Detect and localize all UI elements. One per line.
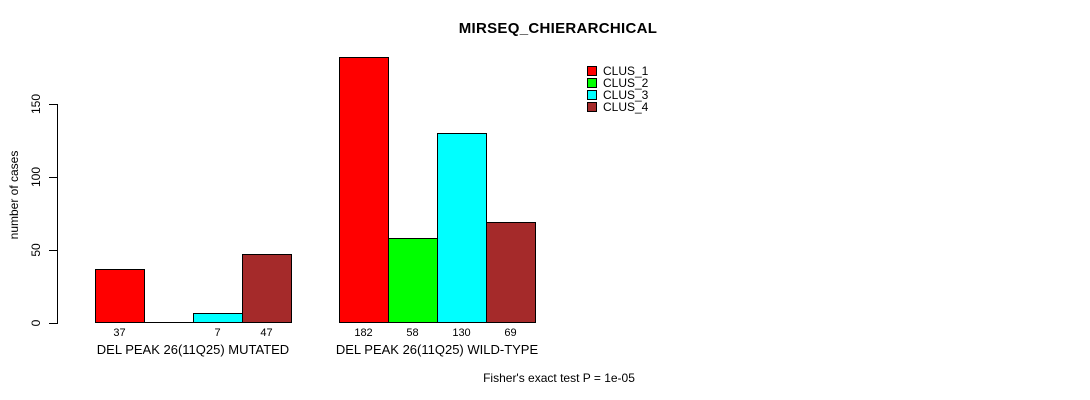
- bar-clus_1-group2: [339, 57, 389, 323]
- category-label: DEL PEAK 26(11Q25) WILD-TYPE: [335, 342, 539, 357]
- bar-value-label: 182: [354, 327, 373, 339]
- legend-row: CLUS_1: [587, 65, 648, 77]
- annotation-text: Fisher's exact test P = 1e-05: [483, 371, 635, 385]
- bar-clus_3-group1: [193, 313, 243, 323]
- y-tick-label: 100: [29, 166, 43, 188]
- bar-value-label: 47: [260, 327, 273, 339]
- bar-clus_2-group2: [388, 238, 438, 323]
- legend-row: CLUS_2: [587, 77, 648, 89]
- y-tick-mark: [49, 104, 57, 105]
- legend-label: CLUS_1: [603, 64, 649, 78]
- y-tick-mark: [49, 177, 57, 178]
- legend-row: CLUS_4: [587, 101, 648, 113]
- bar-value-label: 58: [406, 327, 419, 339]
- legend-label: CLUS_4: [603, 100, 649, 114]
- category-label: DEL PEAK 26(11Q25) MUTATED: [96, 342, 290, 357]
- legend-swatch-clus_3: [587, 90, 597, 100]
- bar-clus_3-group2: [437, 133, 487, 323]
- y-axis-label: number of cases: [7, 150, 21, 240]
- bar-clus_4-group1: [242, 254, 292, 323]
- bar-clus_4-group2: [486, 222, 536, 323]
- chart-title: MIRSEQ_CHIERARCHICAL: [458, 20, 658, 37]
- legend-label: CLUS_3: [603, 88, 649, 102]
- y-axis-line: [57, 104, 58, 324]
- y-tick-label: 0: [29, 319, 43, 327]
- bar-value-label: 7: [214, 327, 221, 339]
- y-tick-mark: [49, 250, 57, 251]
- legend-label: CLUS_2: [603, 76, 649, 90]
- legend-swatch-clus_1: [587, 66, 597, 76]
- y-tick-mark: [49, 323, 57, 324]
- legend-row: CLUS_3: [587, 89, 648, 101]
- bar-value-label: 69: [504, 327, 517, 339]
- y-tick-label: 50: [29, 243, 43, 257]
- bar-value-label: 130: [452, 327, 471, 339]
- bar-clus_1-group1: [95, 269, 145, 323]
- legend-swatch-clus_2: [587, 78, 597, 88]
- bar-value-label: 37: [113, 327, 126, 339]
- legend-swatch-clus_4: [587, 102, 597, 112]
- legend: CLUS_1 CLUS_2 CLUS_3 CLUS_4: [587, 65, 648, 113]
- y-tick-label: 150: [29, 93, 43, 115]
